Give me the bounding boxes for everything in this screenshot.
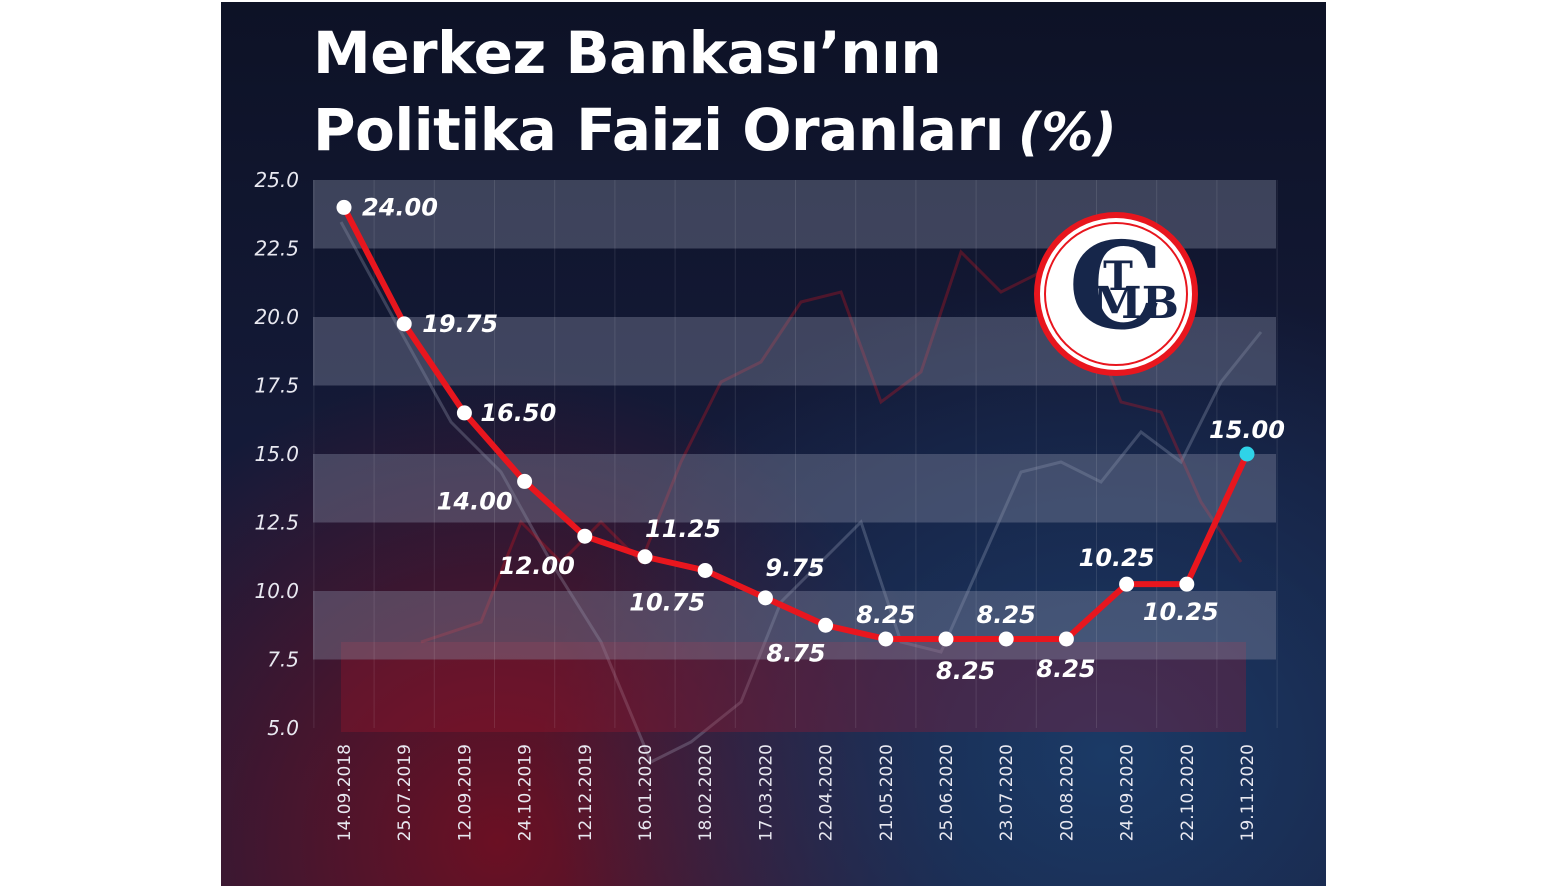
data-label: 9.75 — [765, 554, 824, 582]
data-point — [878, 631, 894, 647]
data-label: 16.50 — [480, 399, 556, 427]
decor-trace-light — [339, 221, 1263, 765]
data-point — [818, 617, 834, 633]
data-point — [336, 199, 352, 215]
x-axis: 14.09.2018 25.07.2019 12.09.2019 24.10.2019… — [335, 744, 1258, 841]
y-tick-label: 7.5 — [267, 648, 299, 672]
data-label: 8.25 — [977, 601, 1036, 629]
data-point — [938, 631, 954, 647]
data-point — [757, 590, 773, 606]
series-line — [341, 204, 1250, 642]
x-tick-label: 18.02.2020 — [696, 744, 716, 841]
data-label: 12.00 — [499, 552, 575, 580]
y-tick-label: 5.0 — [267, 716, 299, 740]
x-tick-label: 23.07.2020 — [997, 744, 1017, 841]
data-label: 10.25 — [1143, 598, 1219, 626]
x-tick-label: 21.05.2020 — [877, 744, 897, 841]
data-label: 19.75 — [422, 310, 498, 338]
y-axis: 25.0 22.5 20.0 17.5 15.0 12.5 10.0 7.5 5.0 — [254, 168, 299, 740]
x-tick-label: 17.03.2020 — [756, 744, 776, 841]
data-point — [456, 405, 472, 421]
data-point — [637, 549, 653, 565]
decor-red-glow — [341, 642, 1246, 732]
data-point — [1179, 576, 1195, 592]
background-decoration — [339, 221, 1263, 765]
chart-title-line2: Politika Faizi Oranları (%) — [313, 101, 1117, 159]
data-point — [396, 316, 412, 332]
data-label: 8.25 — [936, 657, 995, 685]
y-tick-label: 10.0 — [254, 579, 299, 603]
x-tick-label: 20.08.2020 — [1057, 744, 1077, 841]
data-label: 8.25 — [1036, 655, 1095, 683]
y-tick-label: 20.0 — [254, 305, 299, 329]
y-tick-label: 22.5 — [254, 237, 299, 261]
data-point — [998, 631, 1014, 647]
svg-text:C: C — [1068, 216, 1164, 357]
x-tick-label: 24.10.2019 — [516, 744, 536, 841]
svg-text:MB: MB — [1093, 278, 1179, 329]
data-point — [517, 473, 533, 489]
x-tick-label: 22.10.2020 — [1178, 744, 1198, 841]
data-label: 11.25 — [645, 515, 721, 543]
svg-text:T: T — [1103, 253, 1133, 300]
data-label: 10.75 — [629, 588, 705, 616]
x-tick-label: 22.04.2020 — [817, 744, 837, 841]
y-tick-label: 17.5 — [254, 374, 299, 398]
data-point — [1119, 576, 1135, 592]
chart-title-line2-text: Politika Faizi Oranları — [313, 96, 1005, 164]
policy-rate-chart: 25.0 22.5 20.0 17.5 15.0 12.5 10.0 7.5 5.0 14.09… — [254, 168, 1285, 841]
data-labels: 24.00 19.75 16.50 14.00 12.00 11.25 10.75 9.75 8… — [362, 193, 1285, 685]
data-point — [1058, 631, 1074, 647]
chart-panel: Merkez Bankası’nın Politika Faizi Oranla… — [221, 2, 1326, 886]
rate-line — [341, 204, 1250, 642]
data-label: 15.00 — [1209, 416, 1285, 444]
data-label: 10.25 — [1079, 544, 1155, 572]
x-tick-label: 25.07.2019 — [395, 744, 415, 841]
grid-band-3 — [313, 454, 1276, 523]
data-label: 14.00 — [437, 487, 513, 515]
y-tick-label: 12.5 — [254, 511, 299, 535]
grid-band-4 — [313, 591, 1276, 660]
x-tick-label: 12.09.2019 — [455, 744, 475, 841]
data-point — [697, 562, 713, 578]
x-tick-label: 14.09.2018 — [335, 744, 355, 841]
data-label: 8.75 — [766, 639, 825, 667]
data-point — [1239, 446, 1255, 462]
data-label: 24.00 — [362, 193, 438, 221]
tcmb-logo-icon: C T MB — [1034, 212, 1198, 376]
x-tick-label: 24.09.2020 — [1118, 744, 1138, 841]
data-label: 8.25 — [856, 601, 915, 629]
chart-title-line1: Merkez Bankası’nın — [313, 19, 942, 87]
x-tick-label: 16.01.2020 — [636, 744, 656, 841]
x-tick-label: 19.11.2020 — [1238, 744, 1258, 841]
x-tick-label: 12.12.2019 — [576, 744, 596, 841]
data-point — [577, 528, 593, 544]
y-tick-label: 15.0 — [254, 442, 299, 466]
chart-title-unit: (%) — [1018, 103, 1117, 163]
data-points — [336, 199, 1255, 647]
x-tick-label: 25.06.2020 — [937, 744, 957, 841]
y-tick-label: 25.0 — [254, 168, 299, 192]
